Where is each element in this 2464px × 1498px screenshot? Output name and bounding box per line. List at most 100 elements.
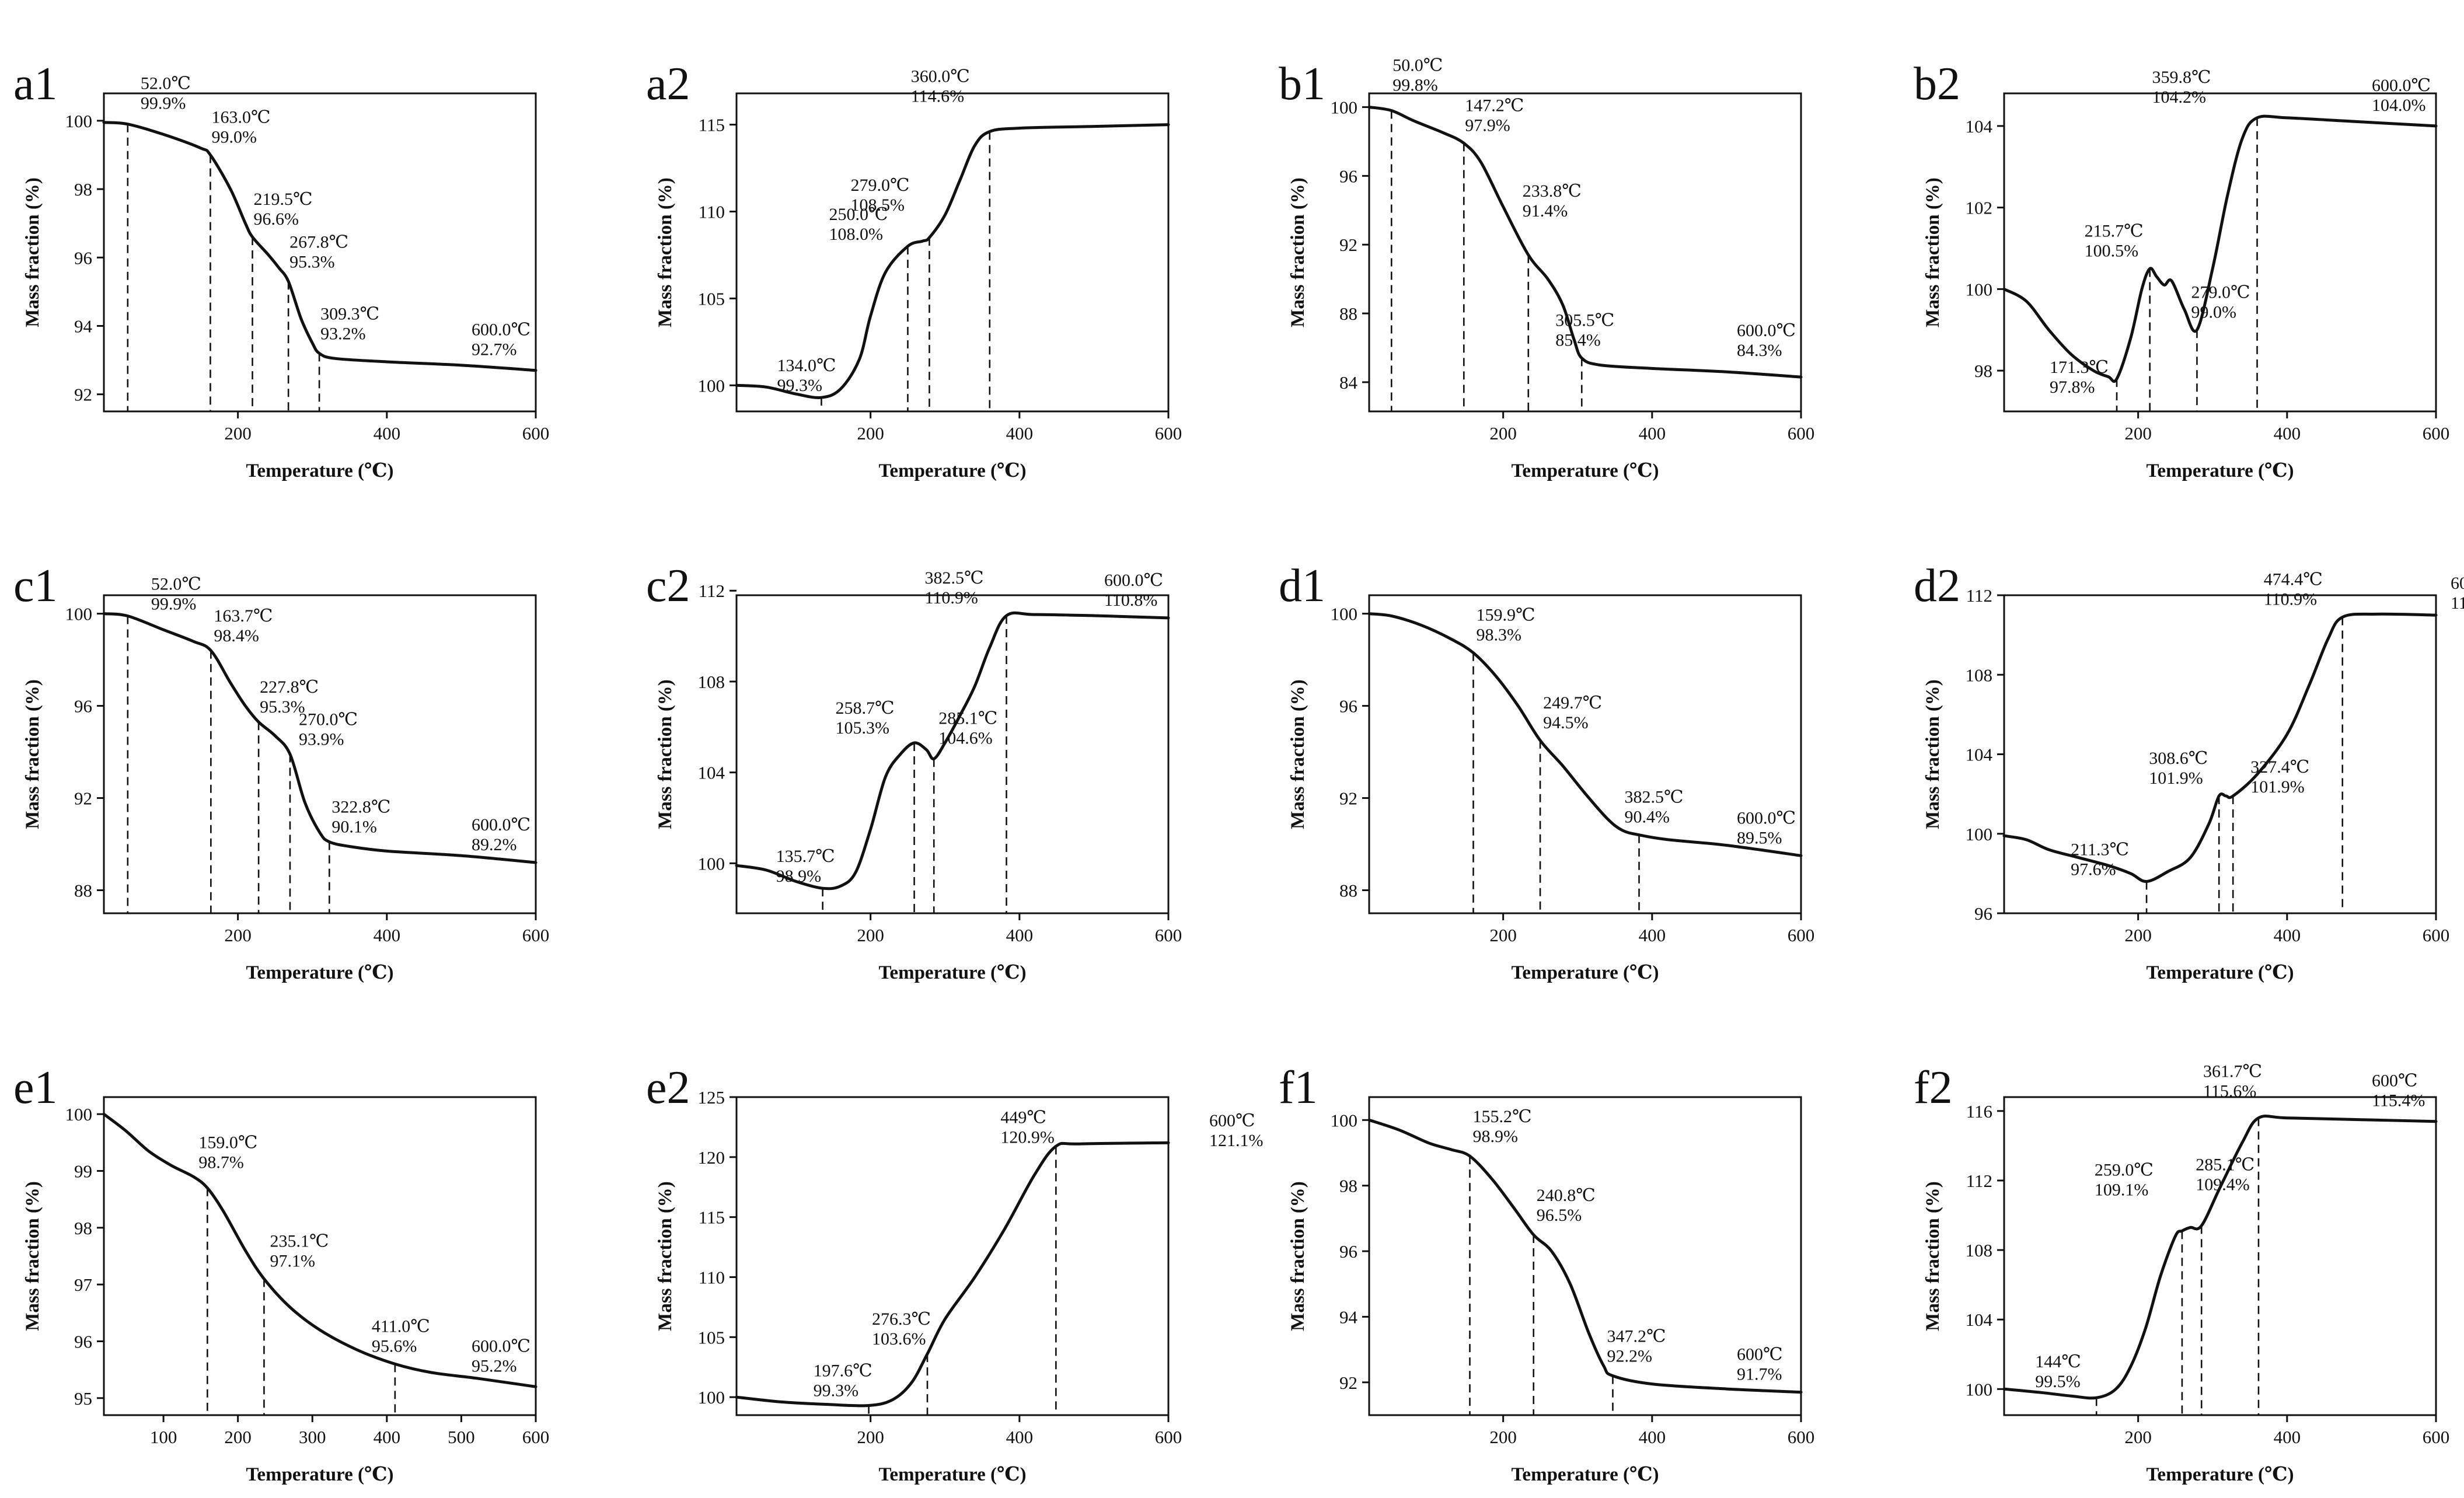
- annotation-mass: 115.6%: [2203, 1082, 2256, 1101]
- y-tick-label: 84: [1339, 372, 1358, 393]
- x-tick-label: 400: [2274, 925, 2301, 945]
- annotation-mass: 98.9%: [1472, 1127, 1518, 1146]
- x-tick-label: 200: [2124, 1427, 2152, 1447]
- y-tick-label: 100: [1966, 279, 1993, 299]
- annotation-temperature: 600.0℃: [1737, 321, 1796, 340]
- annotation-temperature: 159.9℃: [1476, 606, 1535, 625]
- annotation-mass: 120.9%: [1000, 1127, 1055, 1147]
- panel-label-f1: f1: [1279, 1062, 1318, 1113]
- x-tick-label: 200: [1489, 925, 1517, 945]
- annotation-mass: 104.6%: [938, 728, 993, 748]
- plot-frame: [1368, 594, 1802, 914]
- x-tick-label: 600: [1788, 925, 1815, 945]
- annotation-mass: 97.1%: [270, 1251, 315, 1270]
- annotation-temperature: 600.0℃: [1737, 808, 1796, 827]
- annotation-mass: 92.2%: [1607, 1347, 1652, 1366]
- annotation-mass: 90.4%: [1625, 808, 1670, 827]
- annotation-mass: 101.9%: [2250, 777, 2305, 797]
- y-tick-label: 88: [1339, 881, 1357, 901]
- x-axis-title: Temperature (℃): [2146, 962, 2294, 983]
- panel-label-d2: d2: [1914, 560, 1960, 612]
- y-tick-label: 97: [74, 1274, 92, 1295]
- annotation-temperature: 267.8℃: [289, 232, 348, 252]
- annotation-mass: 94.5%: [1543, 713, 1589, 732]
- y-tick-label: 105: [698, 288, 725, 309]
- panel-c1: c1 200 400 600 88 92 96 100 Temperature (℃) Mass …: [13, 560, 549, 983]
- plot-frame: [103, 1096, 537, 1416]
- tga-curve-e1: [102, 1112, 538, 1388]
- annotation-mass: 95.3%: [260, 697, 305, 717]
- annotation-mass: 99.9%: [141, 94, 186, 113]
- x-tick-label: 400: [374, 423, 401, 444]
- annotation-mass: 91.4%: [1523, 201, 1568, 221]
- y-tick-label: 104: [1966, 1310, 1993, 1330]
- panel-e1: e1 100 200 300 400 500 600 95 96 97 98 99 100 Tempera…: [13, 1062, 549, 1485]
- panel-label-a1: a1: [13, 58, 58, 110]
- x-tick-label: 100: [150, 1427, 177, 1447]
- annotation-mass: 96.5%: [1537, 1206, 1582, 1225]
- annotation-mass: 98.9%: [776, 867, 822, 886]
- annotation-temperature: 411.0℃: [372, 1317, 430, 1336]
- panel-label-b2: b2: [1914, 58, 1960, 110]
- annotation-mass: 98.3%: [1476, 626, 1521, 645]
- annotation-temperature: 276.3℃: [872, 1310, 931, 1329]
- annotation-mass: 121.1%: [1209, 1131, 1264, 1150]
- y-axis-title: Mass fraction (%): [1922, 1181, 1943, 1331]
- tga-curve-b2: [2002, 114, 2438, 383]
- y-tick-label: 92: [1339, 235, 1357, 255]
- y-tick-label: 100: [1331, 97, 1358, 118]
- panel-a1: a1 200 400 600 92 94 96 98 100 Temperature (℃) Mas…: [13, 58, 549, 481]
- y-tick-label: 88: [1339, 303, 1357, 324]
- y-tick-label: 100: [1966, 1379, 1993, 1399]
- tga-curve-c1: [102, 612, 538, 864]
- y-tick-label: 100: [65, 1104, 93, 1125]
- y-tick-label: 92: [74, 788, 92, 809]
- tga-curve-f1: [1367, 1118, 1803, 1394]
- annotation-temperature: 159.0℃: [198, 1133, 257, 1153]
- annotation-temperature: 258.7℃: [836, 699, 895, 718]
- y-tick-label: 96: [1974, 903, 1992, 924]
- tga-curve-d2: [2002, 612, 2438, 883]
- x-axis-title: Temperature (℃): [1511, 460, 1659, 481]
- y-tick-label: 88: [74, 881, 92, 901]
- annotation-mass: 109.1%: [2095, 1180, 2149, 1199]
- annotation-temperature: 52.0℃: [151, 575, 201, 594]
- y-axis-title: Mass fraction (%): [1287, 177, 1308, 327]
- x-tick-label: 500: [448, 1427, 475, 1447]
- annotation-temperature: 322.8℃: [331, 798, 390, 817]
- annotation-mass: 99.3%: [814, 1381, 859, 1401]
- x-tick-label: 600: [1788, 423, 1815, 444]
- y-tick-label: 98: [74, 1218, 92, 1238]
- x-tick-label: 200: [857, 925, 884, 945]
- annotation-temperature: 163.0℃: [211, 107, 270, 127]
- annotation-mass: 91.7%: [1737, 1365, 1782, 1384]
- x-tick-label: 400: [1006, 925, 1034, 945]
- y-axis-title: Mass fraction (%): [655, 679, 676, 829]
- annotation-mass: 100.5%: [2085, 241, 2139, 260]
- panel-c2: c2 200 400 600 100 104 108 112 Temperature (℃) Ma…: [646, 560, 1182, 983]
- tga-curve-f2: [2002, 1115, 2438, 1400]
- annotation-temperature: 227.8℃: [260, 678, 319, 697]
- x-tick-label: 200: [224, 1427, 252, 1447]
- x-tick-label: 400: [1639, 925, 1666, 945]
- annotation-mass: 110.9%: [2264, 589, 2317, 609]
- y-tick-label: 99: [74, 1161, 92, 1182]
- y-tick-label: 100: [698, 375, 725, 396]
- y-tick-label: 100: [65, 604, 93, 624]
- plot-frame: [103, 594, 537, 914]
- y-tick-label: 96: [74, 1331, 92, 1352]
- panel-label-b1: b1: [1279, 58, 1325, 110]
- x-tick-label: 600: [1788, 1427, 1815, 1447]
- y-tick-label: 108: [698, 672, 725, 692]
- annotation-temperature: 600.0℃: [472, 1336, 531, 1356]
- annotation-mass: 104.0%: [2372, 96, 2426, 115]
- plot-frame: [735, 1096, 1170, 1416]
- y-tick-label: 98: [1974, 361, 1992, 381]
- y-axis-title: Mass fraction (%): [1287, 1181, 1308, 1331]
- panel-label-d1: d1: [1279, 560, 1325, 612]
- annotation-mass: 104.2%: [2152, 88, 2207, 107]
- annotation-mass: 89.5%: [1737, 828, 1782, 847]
- panel-b2: b2 200 400 600 98 100 102 104 Temperature (℃) Mas…: [1914, 58, 2449, 481]
- y-tick-label: 112: [1966, 585, 1992, 606]
- y-tick-label: 108: [1966, 1240, 1993, 1260]
